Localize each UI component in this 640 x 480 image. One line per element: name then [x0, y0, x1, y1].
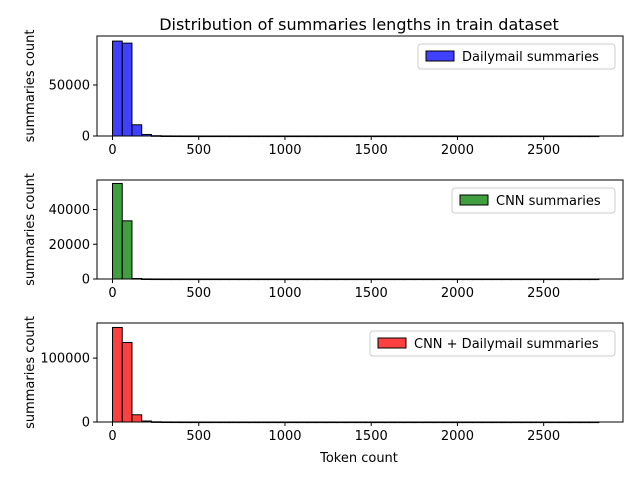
histogram-bar: [121, 42, 133, 137]
y-tick-label: 0: [82, 416, 90, 431]
y-tick-label: 0: [82, 130, 90, 145]
legend-swatch: [459, 194, 489, 206]
x-tick-label: 1000: [268, 286, 301, 301]
subplot-dailymail: 0 500 1000 1500 2000 2500 0 50000 summaries coun…: [23, 30, 624, 158]
x-tick-label: 0: [108, 143, 116, 158]
axes-frame: [96, 179, 624, 280]
legend-label: CNN summaries: [496, 194, 601, 209]
y-axis-label: summaries count: [23, 173, 38, 286]
x-tick-label: 1500: [355, 286, 388, 301]
x-tick-label: 0: [108, 286, 116, 301]
histogram-bar: [112, 326, 123, 423]
legend-swatch: [377, 337, 407, 349]
histogram-bar: [121, 341, 133, 423]
x-tick-label: 2000: [441, 143, 474, 158]
x-tick-label: 500: [186, 286, 211, 301]
y-tick-label: 50000: [49, 78, 90, 93]
y-axis-label: summaries count: [23, 316, 38, 429]
histogram-bar: [112, 40, 123, 137]
y-tick-label: 0: [82, 273, 90, 288]
histogram-bar: [131, 124, 143, 137]
y-tick-label: 40000: [49, 203, 90, 218]
histogram-bar: [121, 220, 133, 280]
axes-frame: [96, 35, 624, 137]
axes-frame: [96, 322, 624, 423]
legend-box: [451, 187, 616, 214]
x-tick-label: 1500: [355, 429, 388, 444]
y-tick-label: 20000: [49, 238, 90, 253]
histogram-bar: [112, 182, 123, 280]
x-tick-label: 2500: [527, 429, 560, 444]
x-tick-label: 0: [108, 429, 116, 444]
x-tick-label: 500: [186, 429, 211, 444]
legend-label: Dailymail summaries: [462, 50, 599, 65]
y-tick-label: 100000: [40, 352, 90, 367]
x-tick-label: 1000: [268, 143, 301, 158]
x-tick-label: 2500: [527, 143, 560, 158]
legend-box: [417, 43, 616, 70]
x-tick-label: 2000: [441, 429, 474, 444]
x-tick-label: 1500: [355, 143, 388, 158]
legend-label: CNN + Dailymail summaries: [414, 337, 599, 352]
subplot-cnn: 0 500 1000 1500 2000 2500 0 20000 40000 summaries…: [23, 173, 624, 301]
x-tick-label: 2500: [527, 286, 560, 301]
chart-title: Distribution of summaries lengths in tra…: [159, 15, 559, 34]
x-tick-label: 1000: [268, 429, 301, 444]
x-axis-label: Token count: [319, 451, 398, 466]
y-axis-label: summaries count: [23, 30, 38, 143]
histogram-bar: [131, 414, 143, 423]
legend-box: [369, 330, 616, 357]
x-tick-label: 500: [186, 143, 211, 158]
legend-swatch: [425, 50, 455, 62]
x-tick-label: 2000: [441, 286, 474, 301]
